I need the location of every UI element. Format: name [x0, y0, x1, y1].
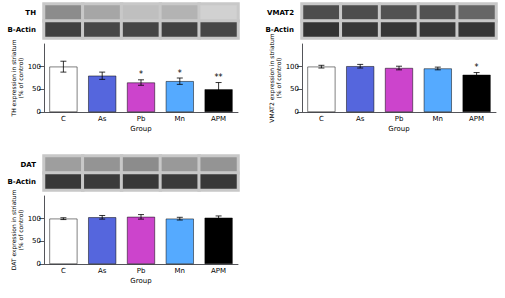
svg-text:Group: Group	[130, 277, 152, 285]
svg-text:(% of control): (% of control)	[275, 58, 282, 99]
svg-text:100: 100	[28, 63, 41, 71]
svg-text:Pb: Pb	[137, 267, 146, 275]
svg-text:B-Actin: B-Actin	[7, 26, 36, 34]
svg-text:*: *	[178, 69, 182, 78]
svg-text:VMAT2 expression in striatum: VMAT2 expression in striatum	[267, 33, 275, 123]
svg-text:DAT: DAT	[21, 161, 37, 169]
svg-text:DAT expression in striatum: DAT expression in striatum	[9, 189, 17, 271]
svg-text:100: 100	[286, 63, 299, 71]
svg-text:Pb: Pb	[395, 115, 404, 123]
svg-text:TH: TH	[25, 9, 36, 17]
svg-text:C: C	[61, 267, 66, 275]
svg-text:APM: APM	[211, 115, 226, 123]
svg-text:50: 50	[290, 85, 299, 93]
svg-text:*: *	[139, 70, 143, 79]
svg-text:0: 0	[37, 260, 41, 268]
svg-text:Mn: Mn	[175, 115, 185, 123]
svg-text:As: As	[356, 115, 365, 123]
svg-text:B-Actin: B-Actin	[265, 26, 294, 34]
svg-text:As: As	[98, 267, 107, 275]
svg-text:Pb: Pb	[137, 115, 146, 123]
svg-text:50: 50	[32, 85, 41, 93]
svg-text:*: *	[475, 63, 479, 72]
svg-text:(% of control): (% of control)	[17, 58, 24, 99]
svg-text:APM: APM	[469, 115, 484, 123]
svg-text:0: 0	[37, 108, 41, 116]
svg-text:100: 100	[28, 215, 41, 223]
svg-text:Mn: Mn	[175, 267, 185, 275]
svg-text:TH expression in striatum: TH expression in striatum	[9, 39, 17, 117]
svg-text:Mn: Mn	[433, 115, 443, 123]
svg-text:APM: APM	[211, 267, 226, 275]
svg-text:**: **	[215, 73, 223, 82]
svg-text:(% of control): (% of control)	[17, 210, 24, 251]
svg-text:As: As	[98, 115, 107, 123]
svg-text:C: C	[61, 115, 66, 123]
svg-text:Group: Group	[130, 125, 152, 133]
svg-text:C: C	[319, 115, 324, 123]
svg-text:Group: Group	[388, 125, 410, 133]
svg-text:50: 50	[32, 237, 41, 245]
svg-text:VMAT2: VMAT2	[267, 9, 294, 17]
svg-text:0: 0	[295, 108, 299, 116]
svg-text:B-Actin: B-Actin	[7, 178, 36, 186]
